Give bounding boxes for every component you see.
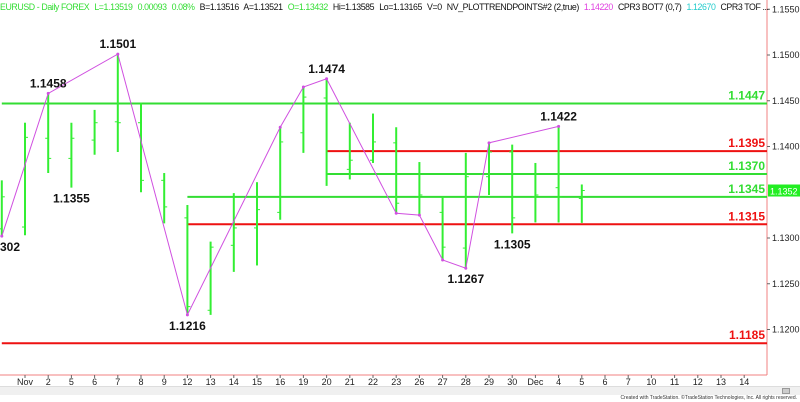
trend-point xyxy=(394,211,398,215)
x-tick-label: 22 xyxy=(368,377,378,387)
scrollbar-thumb[interactable] xyxy=(782,388,790,394)
x-tick-label: 20 xyxy=(322,377,332,387)
x-tick-label: 29 xyxy=(484,377,494,387)
volume: V=0 xyxy=(427,2,442,12)
last-price: L=1.13519 xyxy=(94,2,133,12)
bid-price: B=1.13516 xyxy=(199,2,240,12)
x-tick-label: 27 xyxy=(438,377,448,387)
x-tick-label: 2 xyxy=(46,377,51,387)
x-tick-label: 28 xyxy=(461,377,471,387)
indicator-cpr3-bot[interactable]: CPR3 BOT7 (0,7) xyxy=(617,2,682,12)
x-tick-label: 19 xyxy=(298,377,308,387)
level-label: 1.1447 xyxy=(728,88,765,102)
trend-point xyxy=(116,52,120,56)
level-label: 1.1345 xyxy=(728,182,765,196)
price-change: 0.00093 xyxy=(137,2,167,12)
x-tick-label: 6 xyxy=(602,377,607,387)
x-tick-label: 5 xyxy=(579,377,584,387)
y-tick-label: 1.1400 xyxy=(772,142,800,152)
level-label: 1.1185 xyxy=(729,328,765,342)
indicator-trendpoints-value: 1.14220 xyxy=(583,2,613,12)
price-point-label: 1.1458 xyxy=(30,76,67,90)
x-tick-label: 12 xyxy=(693,377,703,387)
trend-point xyxy=(487,141,491,145)
x-tick-label: 12 xyxy=(182,377,192,387)
price-point-label: 1.1501 xyxy=(99,37,136,51)
trend-point xyxy=(325,77,329,81)
indicator-trendpoints[interactable]: NV_PLOTTRENDPOINTS#2 (2,true) xyxy=(446,2,580,12)
x-tick-label: 23 xyxy=(391,377,401,387)
y-tick-label: 1.1550 xyxy=(772,4,800,14)
level-label: 1.1395 xyxy=(728,136,765,150)
open-price: O=1.13432 xyxy=(287,2,329,12)
x-tick-label: 26 xyxy=(414,377,424,387)
trend-point xyxy=(417,213,421,217)
x-tick-label: 7 xyxy=(115,377,120,387)
trend-point xyxy=(278,125,282,129)
y-tick-label: 1.1450 xyxy=(772,96,800,106)
chart-header: EURUSD - Daily FOREX L=1.13519 0.00093 0… xyxy=(0,2,769,12)
x-tick-label: 13 xyxy=(716,377,726,387)
x-tick-label: 4 xyxy=(556,377,561,387)
x-tick-label: 14 xyxy=(739,377,749,387)
x-tick-label: 13 xyxy=(206,377,216,387)
x-tick-label: 5 xyxy=(69,377,74,387)
indicator-cpr3-bot-value: 1.12670 xyxy=(686,2,716,12)
y-tick-label: 1.1500 xyxy=(772,50,800,60)
price-point-label: 1.1305 xyxy=(494,237,531,251)
trend-point xyxy=(185,313,189,317)
last-price-tag xyxy=(768,184,800,197)
horizontal-scrollbar[interactable] xyxy=(0,386,800,395)
trend-point xyxy=(0,234,4,238)
trend-point xyxy=(464,266,468,270)
last-price-tag-label: 1.1352 xyxy=(770,187,798,197)
x-tick-label: 15 xyxy=(252,377,262,387)
trend-point xyxy=(441,258,445,262)
trend-point xyxy=(46,91,50,95)
x-tick-label: 8 xyxy=(138,377,143,387)
trend-point xyxy=(557,124,561,128)
price-point-label: 1.1216 xyxy=(169,319,206,333)
x-tick-label: 14 xyxy=(229,377,239,387)
high-price: Hi=1.13585 xyxy=(332,2,375,12)
y-tick-label: 1.1200 xyxy=(772,325,800,335)
x-tick-label: 10 xyxy=(646,377,656,387)
y-tick-label: 1.1250 xyxy=(772,279,800,289)
indicator-cpr3-top[interactable]: CPR3 TOF ... xyxy=(720,2,769,12)
x-tick-label: 30 xyxy=(507,377,517,387)
x-tick-label: 6 xyxy=(92,377,97,387)
y-tick-label: 1.1300 xyxy=(772,233,800,243)
price-point-label: 1.1422 xyxy=(540,109,577,123)
x-tick-label: Dec xyxy=(527,377,544,387)
x-tick-label: 9 xyxy=(162,377,167,387)
price-point-label: 302 xyxy=(0,240,20,254)
ask-price: A=1.13521 xyxy=(243,2,283,12)
x-tick-label: 7 xyxy=(626,377,631,387)
low-price: Lo=1.13165 xyxy=(379,2,422,12)
x-tick-label: 16 xyxy=(275,377,285,387)
price-point-label: 1.1267 xyxy=(447,272,484,286)
price-point-label: 1.1355 xyxy=(53,192,90,206)
level-label: 1.1315 xyxy=(728,209,765,223)
x-tick-label: 11 xyxy=(670,377,679,387)
x-tick-label: Nov xyxy=(17,377,34,387)
price-change-pct: 0.08% xyxy=(171,2,195,12)
copyright-footer: Created with TradeStation. ©TradeStation… xyxy=(620,395,797,401)
level-label: 1.1370 xyxy=(728,159,765,173)
trend-point xyxy=(301,85,305,89)
price-point-label: 1.1474 xyxy=(308,62,345,76)
symbol-label: EURUSD - Daily FOREX xyxy=(0,2,90,12)
x-tick-label: 21 xyxy=(345,377,355,387)
